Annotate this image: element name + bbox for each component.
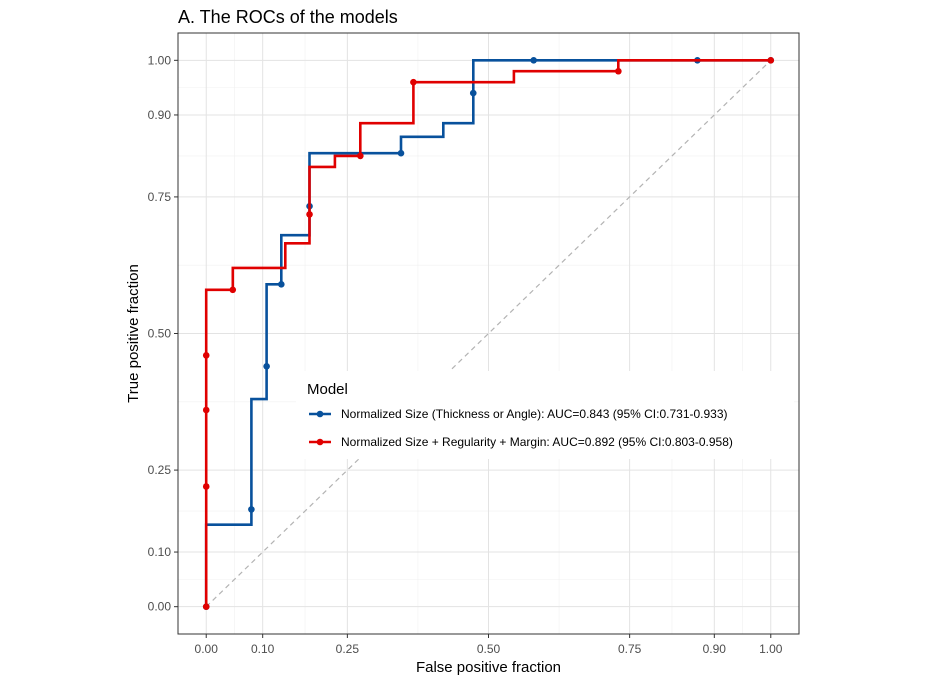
series-2-point bbox=[615, 67, 622, 75]
series-2-point bbox=[357, 152, 364, 160]
series-2-point bbox=[202, 603, 210, 610]
legend-items: Normalized Size (Thickness or Angle): AU… bbox=[309, 407, 733, 449]
x-tick-label: 0.10 bbox=[251, 642, 275, 656]
y-tick-label: 0.90 bbox=[148, 108, 172, 122]
series-1-point bbox=[263, 362, 270, 370]
series-2-point bbox=[202, 352, 210, 359]
series-2-point bbox=[202, 483, 210, 490]
series-1-point bbox=[397, 149, 405, 157]
legend-key-point bbox=[316, 410, 324, 418]
chart-title: A. The ROCs of the models bbox=[178, 7, 398, 27]
reference-diagonal-line bbox=[205, 59, 772, 608]
legend-item: Normalized Size + Regularity + Margin: A… bbox=[309, 435, 733, 449]
legend-background bbox=[296, 371, 794, 459]
x-tick-label: 0.00 bbox=[195, 642, 219, 656]
x-tick-label: 0.25 bbox=[336, 642, 360, 656]
series-2-point bbox=[306, 211, 313, 218]
y-tick-label: 0.00 bbox=[148, 600, 172, 614]
axis-layer: 0.00 0.10 0.25 0.50 0.75 0.90 1.00 0.00 0.10 0.25… bbox=[148, 53, 783, 656]
legend: Model Normalized Size (Thickness or Angl… bbox=[296, 371, 794, 459]
legend-label: Normalized Size (Thickness or Angle): AU… bbox=[341, 407, 728, 421]
series-2-point bbox=[229, 286, 237, 294]
series-1-point bbox=[278, 281, 285, 288]
x-tick-label: 1.00 bbox=[759, 642, 783, 656]
grid-layer bbox=[178, 33, 799, 634]
reference-line-layer bbox=[205, 59, 772, 608]
x-axis-title: False positive fraction bbox=[416, 659, 561, 676]
series-2-line bbox=[204, 59, 771, 607]
x-tick-label: 0.90 bbox=[703, 642, 727, 656]
series-1-point bbox=[248, 506, 255, 513]
y-tick-label: 0.75 bbox=[148, 190, 172, 204]
y-tick-label: 0.10 bbox=[148, 545, 172, 559]
legend-key-point bbox=[316, 438, 324, 446]
legend-label: Normalized Size + Regularity + Margin: A… bbox=[341, 435, 733, 449]
series-layer bbox=[202, 57, 775, 610]
series-1-point bbox=[469, 89, 477, 97]
y-tick-label: 0.50 bbox=[148, 327, 172, 341]
series-2-point bbox=[767, 57, 775, 64]
series-2-point bbox=[410, 78, 417, 86]
legend-item: Normalized Size (Thickness or Angle): AU… bbox=[309, 407, 728, 421]
y-tick-label: 1.00 bbox=[148, 53, 172, 67]
y-axis-title: True positive fraction bbox=[125, 264, 142, 403]
x-tick-label: 0.50 bbox=[477, 642, 501, 656]
x-tick-label: 0.75 bbox=[618, 642, 642, 656]
series-1-point bbox=[530, 57, 537, 64]
legend-title: Model bbox=[307, 381, 348, 398]
series-2-point bbox=[202, 406, 210, 414]
y-tick-label: 0.25 bbox=[148, 463, 172, 477]
series-2 bbox=[202, 57, 775, 610]
